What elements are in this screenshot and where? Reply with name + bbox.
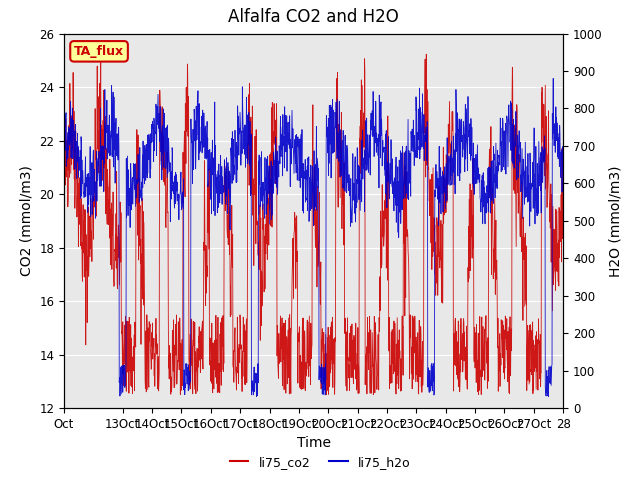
Legend: li75_co2, li75_h2o: li75_co2, li75_h2o: [225, 451, 415, 474]
Y-axis label: H2O (mmol/m3): H2O (mmol/m3): [608, 165, 622, 276]
X-axis label: Time: Time: [296, 436, 331, 450]
Title: Alfalfa CO2 and H2O: Alfalfa CO2 and H2O: [228, 9, 399, 26]
Y-axis label: CO2 (mmol/m3): CO2 (mmol/m3): [20, 166, 34, 276]
Text: TA_flux: TA_flux: [74, 45, 124, 58]
